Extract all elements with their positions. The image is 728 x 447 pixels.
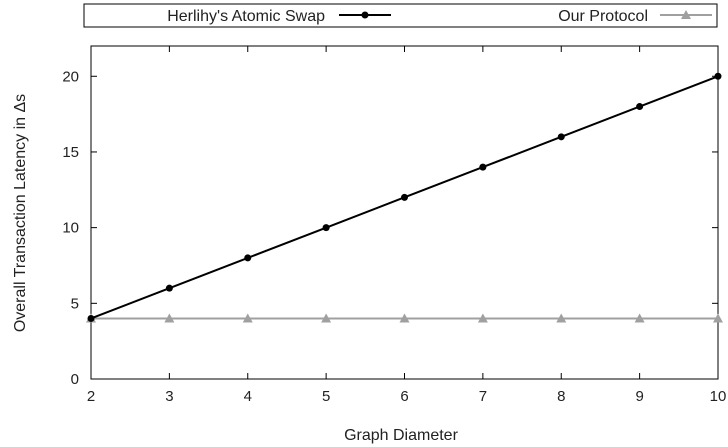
point-our-protocol-9 (634, 313, 645, 323)
x-tick-label-6: 6 (400, 388, 408, 405)
y-tick-label-10: 10 (62, 220, 79, 237)
x-tick-label-10: 10 (710, 388, 727, 405)
axis-ticks: 2 3 4 5 6 7 8 9 10 0 5 10 15 20 (62, 46, 726, 405)
series-layer (86, 72, 723, 323)
x-tick-label-2: 2 (87, 388, 95, 405)
y-axis-title: Overall Transaction Latency in Δs (12, 94, 29, 332)
x-tick-label-3: 3 (165, 388, 173, 405)
x-tick-label-5: 5 (322, 388, 330, 405)
point-our-protocol-10 (713, 313, 723, 323)
point-herlihy-6 (401, 193, 408, 201)
x-tick-label-8: 8 (557, 388, 565, 405)
point-herlihy-7 (479, 163, 487, 171)
legend-label-herlihy: Herlihy's Atomic Swap (167, 8, 325, 25)
legend-frame (83, 3, 718, 28)
point-our-protocol-8 (556, 313, 567, 323)
point-herlihy-9 (636, 103, 644, 111)
point-herlihy-2 (87, 314, 95, 322)
y-tick-label-15: 15 (62, 144, 79, 161)
x-tick-label-9: 9 (635, 388, 643, 405)
point-herlihy-8 (557, 133, 565, 141)
x-tick-label-4: 4 (244, 388, 252, 405)
x-tick-label-7: 7 (479, 388, 487, 405)
legend-label-our-protocol: Our Protocol (558, 8, 648, 25)
point-herlihy-3 (165, 284, 173, 292)
point-our-protocol-7 (477, 313, 488, 323)
legend-marker-our-protocol (681, 10, 691, 19)
legend-marker-herlihy (361, 11, 369, 19)
point-herlihy-5 (322, 224, 330, 232)
point-our-protocol-5 (321, 313, 332, 323)
point-herlihy-4 (244, 254, 252, 262)
legend: Herlihy's Atomic Swap Our Protocol (83, 3, 718, 28)
point-our-protocol-3 (164, 313, 175, 323)
y-tick-label-0: 0 (71, 371, 79, 388)
y-tick-label-5: 5 (71, 295, 79, 312)
point-our-protocol-6 (399, 313, 410, 323)
point-herlihy-10 (714, 72, 722, 80)
y-tick-label-20: 20 (62, 68, 79, 85)
point-our-protocol-4 (242, 313, 253, 323)
x-axis-title: Graph Diameter (344, 427, 458, 444)
plot-frame (90, 45, 719, 380)
